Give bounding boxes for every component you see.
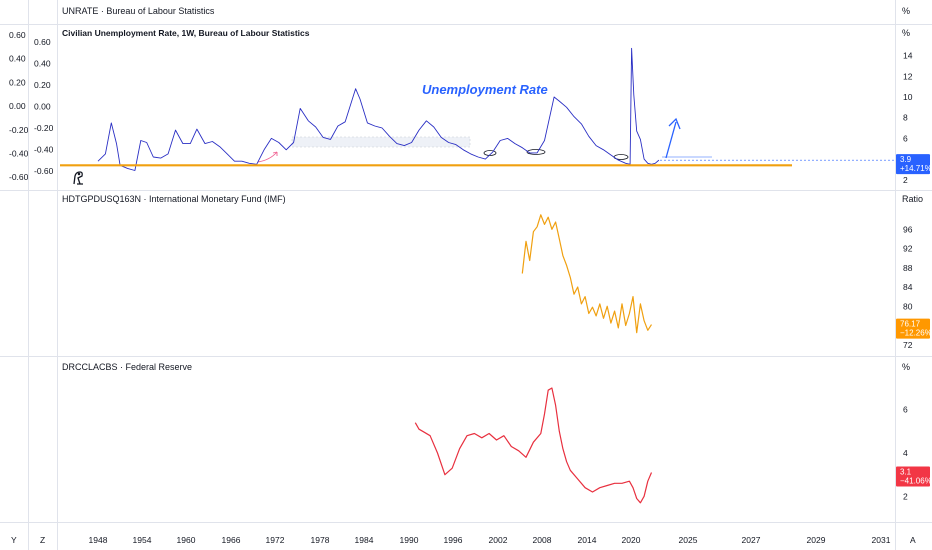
y-tick-label: 80 bbox=[903, 301, 913, 311]
left-outer-tick-label: 0.40 bbox=[9, 54, 26, 64]
corner-y-button[interactable]: Y bbox=[11, 535, 17, 545]
y-tick-label: 4 bbox=[903, 448, 908, 458]
corner-z-button[interactable]: Z bbox=[40, 535, 45, 545]
badge-value: 76.17 bbox=[900, 320, 921, 329]
x-tick-label: 1984 bbox=[355, 535, 374, 545]
y-tick-label: 84 bbox=[903, 282, 913, 292]
panel2-last-value-badge[interactable]: 76.17−12.26% bbox=[896, 318, 932, 339]
badge-background bbox=[896, 318, 930, 339]
projection-arrow[interactable] bbox=[665, 121, 677, 159]
panel2-plot[interactable] bbox=[521, 214, 653, 334]
panel2-header[interactable]: HDTGPDUSQ163N · International Monetary F… bbox=[62, 194, 286, 204]
consolidation-box[interactable] bbox=[291, 136, 471, 148]
bottom-marker-2[interactable] bbox=[526, 149, 546, 155]
x-tick-label: 1960 bbox=[177, 535, 196, 545]
left-inner-tick-label: -0.20 bbox=[34, 123, 54, 133]
y-tick-label: 2 bbox=[903, 175, 908, 185]
left-outer-tick-label: -0.40 bbox=[9, 149, 29, 159]
x-tick-label: 1990 bbox=[400, 535, 419, 545]
series-line-hdtgpdusq163n bbox=[521, 214, 653, 334]
x-tick-label: 1978 bbox=[311, 535, 330, 545]
x-tick-label: 2014 bbox=[578, 535, 597, 545]
panel1-last-value-badge[interactable]: 3.9+14.71% bbox=[896, 154, 932, 175]
left-inner-tick-label: 0.40 bbox=[34, 59, 51, 69]
panel3-plot[interactable] bbox=[414, 387, 653, 504]
badge-change: +14.71% bbox=[900, 164, 932, 173]
badge-value: 3.1 bbox=[900, 468, 912, 477]
pink-arrow-head bbox=[272, 151, 278, 156]
y-tick-label: 2 bbox=[903, 491, 908, 501]
panel1-plot[interactable] bbox=[97, 47, 660, 171]
left-outer-tick-label: 0.20 bbox=[9, 77, 26, 87]
x-tick-label: 2002 bbox=[489, 535, 508, 545]
projection-arrow-head bbox=[668, 117, 681, 130]
x-tick-label: 2029 bbox=[807, 535, 826, 545]
panel1-unit: % bbox=[902, 28, 910, 38]
left-outer-tick-label: 0.60 bbox=[9, 30, 26, 40]
series-line-drcclacbs bbox=[414, 387, 653, 504]
y-tick-label: 6 bbox=[903, 405, 908, 415]
x-tick-label: 1972 bbox=[266, 535, 285, 545]
panel1-top-unit: % bbox=[902, 6, 910, 16]
panel1-header[interactable]: UNRATE · Bureau of Labour Statistics bbox=[62, 6, 215, 16]
pink-curved-arrow[interactable] bbox=[257, 151, 278, 163]
panel3-header[interactable]: DRCCLACBS · Federal Reserve bbox=[62, 362, 192, 372]
panel1-left-axis-outer: 0.60 0.40 0.20 0.00 -0.20 -0.40 -0.60 bbox=[9, 30, 29, 182]
x-tick-label: 1948 bbox=[89, 535, 108, 545]
badge-background bbox=[896, 154, 930, 175]
panel2-unit: Ratio bbox=[902, 194, 923, 204]
left-outer-tick-label: -0.20 bbox=[9, 125, 29, 135]
badge-change: −41.06% bbox=[900, 477, 932, 486]
panel1-left-axis-inner: 0.60 0.40 0.20 0.00 -0.20 -0.40 -0.60 bbox=[34, 37, 54, 176]
left-inner-tick-label: 0.20 bbox=[34, 80, 51, 90]
left-inner-tick-label: 0.00 bbox=[34, 102, 51, 112]
left-outer-tick-label: -0.60 bbox=[9, 172, 29, 182]
x-tick-label: 2031 bbox=[872, 535, 891, 545]
y-tick-label: 92 bbox=[903, 244, 913, 254]
panel3-unit: % bbox=[902, 362, 910, 372]
panel3-last-value-badge[interactable]: 3.1−41.06% bbox=[896, 466, 932, 487]
badge-background bbox=[896, 466, 930, 487]
left-outer-tick-label: 0.00 bbox=[9, 101, 26, 111]
y-tick-label: 8 bbox=[903, 113, 908, 123]
bottom-marker-1[interactable] bbox=[483, 150, 497, 156]
unemployment-rate-annotation[interactable]: Unemployment Rate bbox=[422, 82, 548, 97]
y-tick-label: 6 bbox=[903, 133, 908, 143]
y-tick-label: 72 bbox=[903, 340, 913, 350]
y-tick-label: 14 bbox=[903, 51, 913, 61]
dino-icon bbox=[73, 171, 83, 185]
auto-scale-button[interactable]: A bbox=[910, 535, 916, 545]
badge-change: −12.26% bbox=[900, 329, 932, 338]
x-tick-label: 1996 bbox=[444, 535, 463, 545]
left-inner-tick-label: -0.60 bbox=[34, 166, 54, 176]
panel1-subtitle[interactable]: Civilian Unemployment Rate, 1W, Bureau o… bbox=[62, 28, 310, 38]
y-tick-label: 88 bbox=[903, 263, 913, 273]
x-tick-label: 1966 bbox=[222, 535, 241, 545]
left-inner-tick-label: -0.40 bbox=[34, 145, 54, 155]
series-line-unrate bbox=[97, 47, 660, 171]
x-tick-label: 2008 bbox=[533, 535, 552, 545]
x-tick-label: 2025 bbox=[679, 535, 698, 545]
y-tick-label: 10 bbox=[903, 92, 913, 102]
panel3-right-axis: 2 4 6 bbox=[903, 405, 908, 502]
x-tick-label: 1954 bbox=[133, 535, 152, 545]
badge-value: 3.9 bbox=[900, 155, 912, 164]
x-tick-label: 2020 bbox=[622, 535, 641, 545]
x-tick-label: 2027 bbox=[742, 535, 761, 545]
y-tick-label: 12 bbox=[903, 71, 913, 81]
y-tick-label: 96 bbox=[903, 224, 913, 234]
time-axis[interactable]: 1948 1954 1960 1966 1972 1978 1984 1990 1996 2002… bbox=[89, 535, 891, 545]
left-inner-tick-label: 0.60 bbox=[34, 37, 51, 47]
